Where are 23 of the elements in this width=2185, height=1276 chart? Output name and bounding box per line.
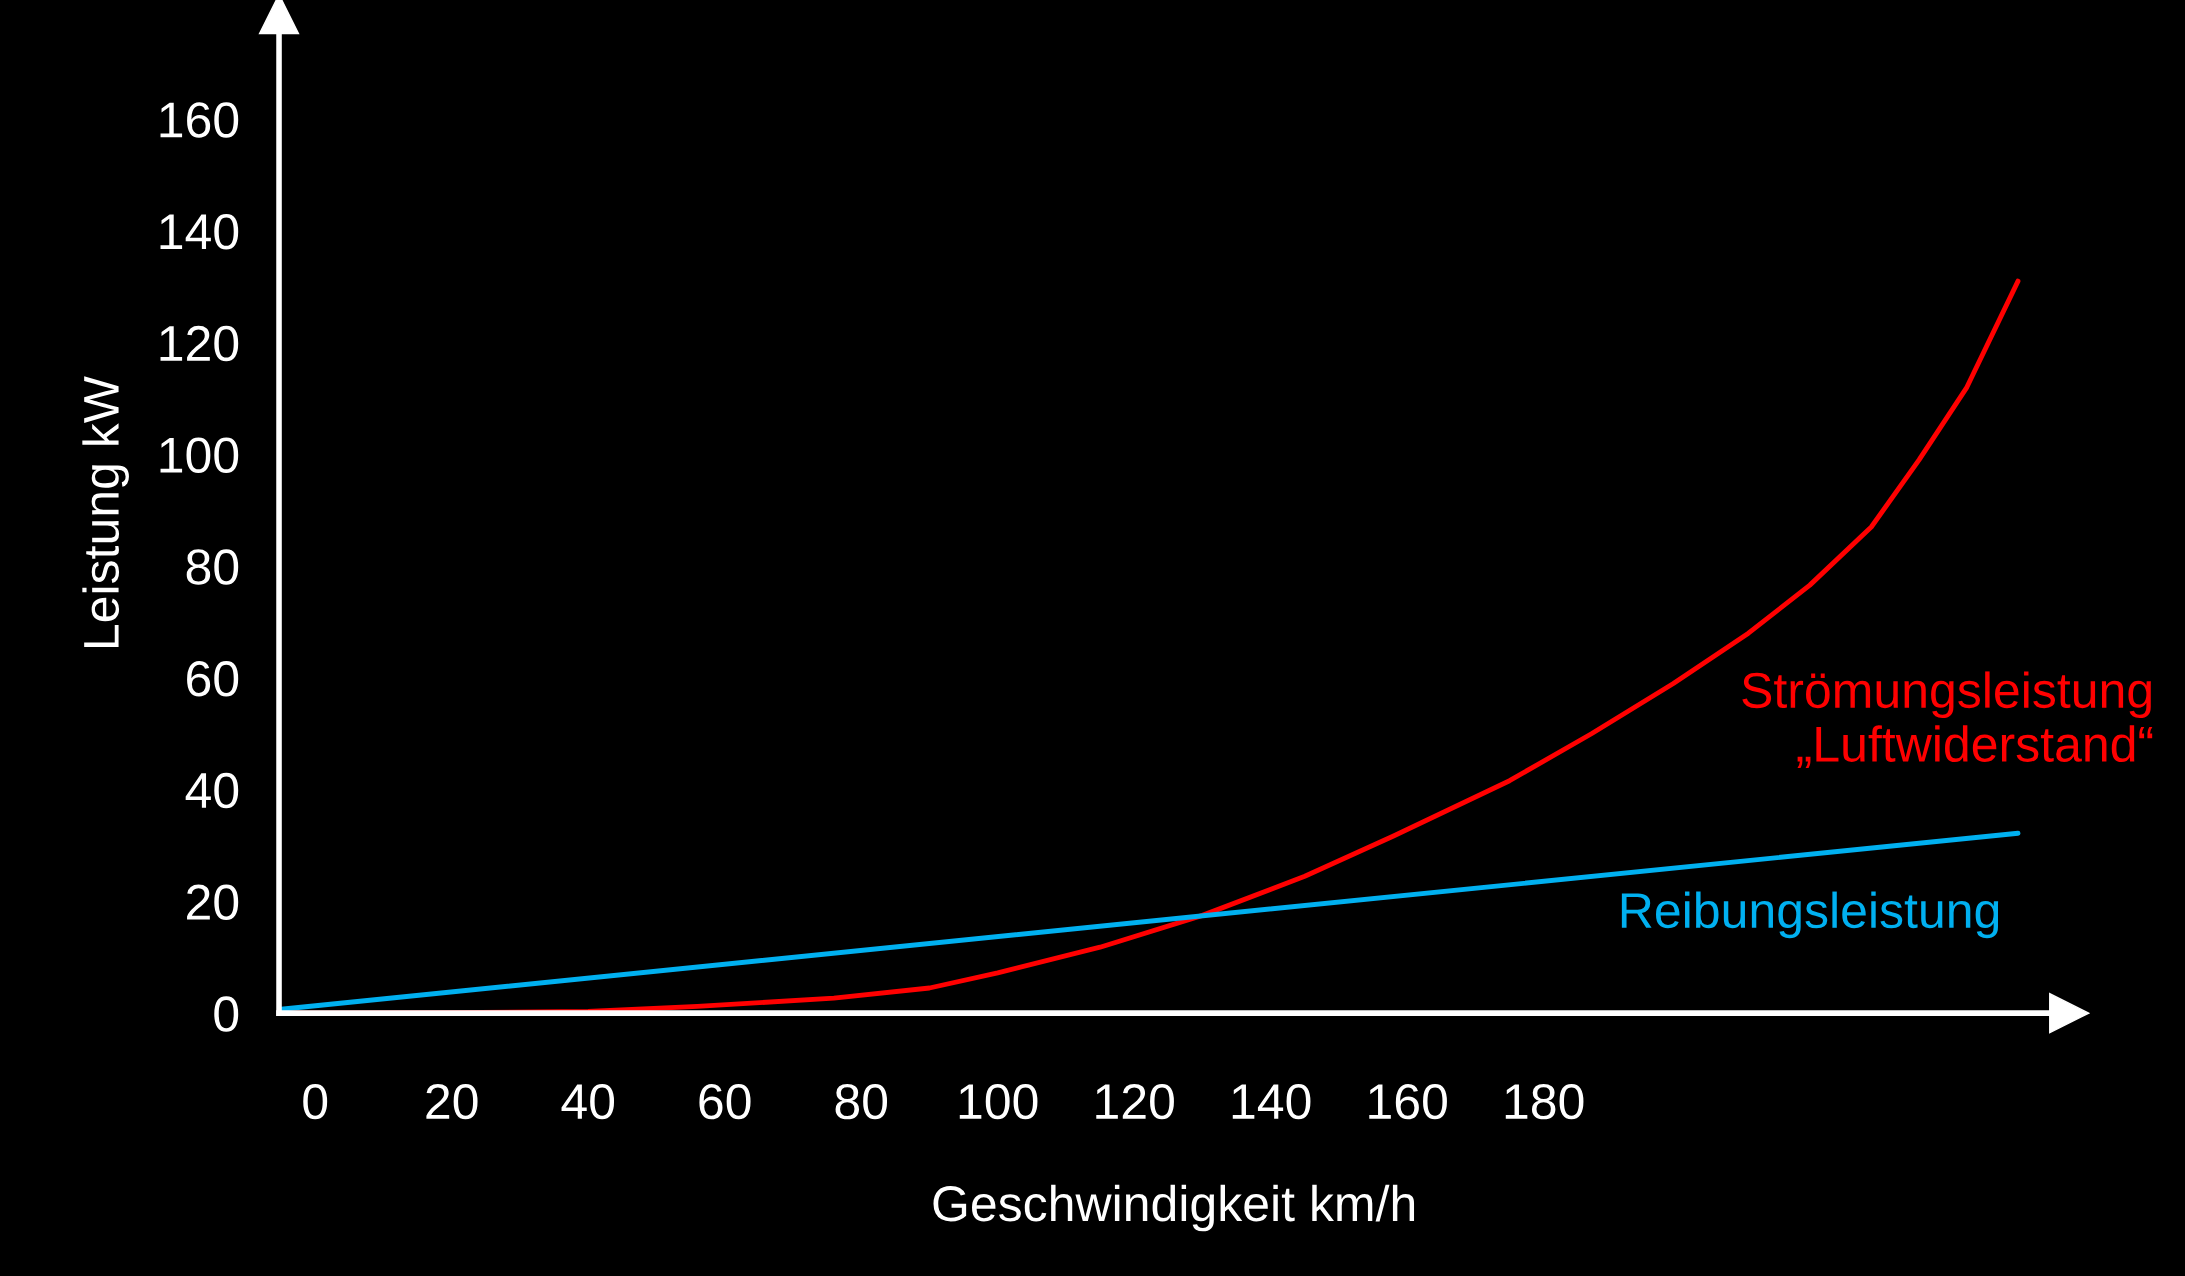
x-tick-label: 80 xyxy=(835,1083,888,1120)
x-tick-label: 0 xyxy=(303,1083,328,1120)
y-tick-label: 20 xyxy=(187,884,239,920)
y-axis-title: Leistung kW xyxy=(82,376,129,648)
y-tick-label: 80 xyxy=(186,549,239,585)
y-tick-label: 160 xyxy=(160,102,239,138)
x-tick-label: 160 xyxy=(1369,1083,1447,1120)
y-tick-label: 40 xyxy=(185,772,239,809)
x-tick-label: 60 xyxy=(699,1083,751,1120)
y-tick-label: 100 xyxy=(160,437,239,473)
x-tick-label: 100 xyxy=(959,1083,1038,1120)
x-tick-label: 180 xyxy=(1505,1083,1584,1120)
x-tick-label: 120 xyxy=(1096,1083,1174,1120)
y-tick-label: 60 xyxy=(187,661,239,697)
y-tick-label: 0 xyxy=(214,996,239,1032)
y-tick-label: 120 xyxy=(160,325,239,362)
y-tick-label: 140 xyxy=(160,214,239,250)
x-tick-label: 140 xyxy=(1232,1083,1311,1120)
series-label: Reibungsleistung xyxy=(1621,891,1999,939)
x-axis-title: Geschwindigkeit km/h xyxy=(933,1184,1415,1232)
x-tick-label: 20 xyxy=(426,1083,478,1120)
x-tick-label: 40 xyxy=(561,1083,615,1120)
series-label: Strömungsleistung „Luftwiderstand“ xyxy=(1742,671,2153,768)
